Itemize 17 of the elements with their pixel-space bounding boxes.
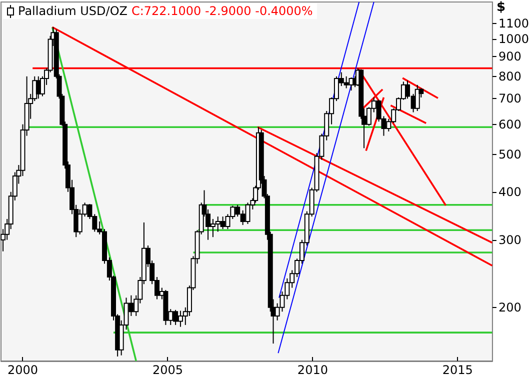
y-tick-label: 900 — [498, 50, 522, 64]
x-tick-label: 2005 — [152, 363, 183, 377]
x-tick-label: 2010 — [297, 363, 328, 377]
y-tick-label: 300 — [498, 232, 522, 247]
y-tick-label: 800 — [498, 69, 522, 84]
y-tick-label: 600 — [498, 117, 522, 132]
chart-subtitle: C:722.1000 -2.9000 -0.4000% — [131, 4, 313, 18]
y-tick-label: 500 — [498, 148, 522, 162]
y-tick-label: 1100 — [498, 16, 530, 30]
y-tick-label: 700 — [498, 92, 522, 106]
y-tick-label: 200 — [498, 300, 522, 314]
x-tick-label: 2000 — [7, 363, 38, 377]
x-tick-label: 2015 — [442, 363, 473, 377]
chart-title: Palladium USD/OZ — [18, 4, 128, 18]
y-axis-title: $ — [496, 0, 506, 15]
y-tick-label: 1000 — [498, 32, 530, 46]
y-tick-label: 400 — [498, 184, 522, 199]
